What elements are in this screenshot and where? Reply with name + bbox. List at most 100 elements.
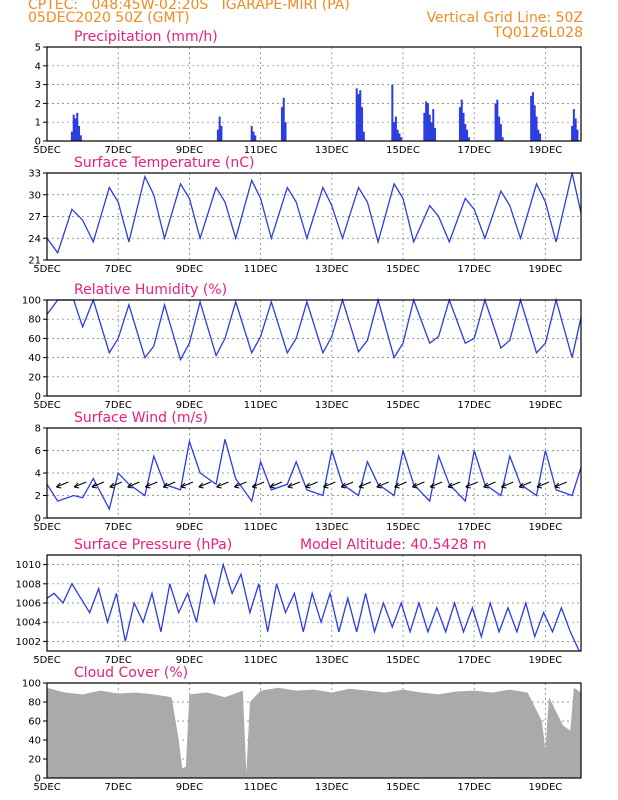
wind-arrow-head xyxy=(536,482,543,489)
y-tick-label: 3 xyxy=(35,80,41,91)
wind-arrow xyxy=(56,481,69,488)
y-tick-label: 60 xyxy=(28,334,41,345)
x-tick-label: 13DEC xyxy=(315,145,349,156)
x-tick-label: 9DEC xyxy=(176,264,203,275)
wind-arrow xyxy=(465,481,478,488)
x-tick-label: 7DEC xyxy=(105,400,132,411)
x-tick-label: 19DEC xyxy=(529,400,563,411)
precip-bar xyxy=(462,112,465,141)
precip-bar xyxy=(393,122,396,141)
wind-arrow xyxy=(162,481,176,488)
wind-arrow-head xyxy=(358,482,365,489)
wind-arrow-head xyxy=(145,482,151,489)
wind-arrow xyxy=(216,481,229,488)
precip-bar xyxy=(501,137,504,141)
wind-arrow xyxy=(554,481,567,488)
wind-arrow-head xyxy=(394,482,400,489)
precip-bar xyxy=(362,131,365,141)
precip-bar xyxy=(432,109,435,141)
precip-bar xyxy=(282,97,285,141)
y-tick-label: 27 xyxy=(28,212,41,223)
precip-bar xyxy=(499,124,502,141)
temperature-panel: 5DEC 7DEC 9DEC 11DEC 13DEC 15DEC 17DEC 19DEC 21 2… xyxy=(28,155,582,275)
wind-arrow-head xyxy=(323,482,329,489)
wind-arrow-head xyxy=(287,482,293,489)
wind-arrow xyxy=(394,481,407,488)
precip-bar xyxy=(466,129,469,141)
y-tick-label: 21 xyxy=(28,256,41,267)
header-grid-line: Vertical Grid Line: 50Z xyxy=(426,10,583,26)
precip-bar xyxy=(357,94,360,141)
x-tick-label: 13DEC xyxy=(315,782,349,793)
x-tick-label: 9DEC xyxy=(176,145,203,156)
x-tick-label: 11DEC xyxy=(244,145,278,156)
x-tick-label: 19DEC xyxy=(529,782,563,793)
x-tick-label: 15DEC xyxy=(386,655,420,666)
y-tick-label: 1004 xyxy=(16,618,41,629)
pressure-panel: 5DEC 7DEC 9DEC 11DEC 13DEC 15DEC 17DEC 19DEC 100… xyxy=(16,537,582,666)
x-tick-label: 17DEC xyxy=(457,782,491,793)
y-tick-label: 33 xyxy=(28,169,41,180)
header-location: CPTEC: 048:45W-02:20S IGARAPE-MIRI (PA) xyxy=(28,0,350,13)
x-tick-label: 5DEC xyxy=(33,400,60,411)
precip-bar xyxy=(539,133,542,141)
precip-bar xyxy=(216,129,219,141)
precip-bar xyxy=(494,103,497,141)
x-tick-label: 19DEC xyxy=(529,655,563,666)
wind-arrow-head xyxy=(162,482,169,489)
temperature-title: Surface Temperature (nC) xyxy=(74,155,255,171)
wind-arrow-head xyxy=(518,482,525,489)
precip-bar xyxy=(571,125,574,141)
precip-bar xyxy=(535,116,538,141)
precip-bar xyxy=(79,135,82,141)
precip-bar xyxy=(72,114,75,141)
wind-arrow xyxy=(234,481,247,488)
wind-arrow-head xyxy=(412,482,418,489)
x-tick-label: 15DEC xyxy=(386,145,420,156)
wind-arrow-head xyxy=(269,482,276,489)
precip-bar xyxy=(423,112,426,141)
wind-arrow-head xyxy=(73,482,80,489)
precip-bar xyxy=(359,90,362,141)
x-tick-label: 13DEC xyxy=(315,264,349,275)
precip-bar xyxy=(284,122,287,141)
y-tick-label: 0 xyxy=(35,514,41,525)
wind-arrow-head xyxy=(501,482,507,489)
precip-bar xyxy=(574,118,577,141)
x-tick-label: 13DEC xyxy=(315,522,349,533)
precip-bar xyxy=(533,105,536,141)
precip-bar xyxy=(572,109,575,141)
y-tick-label: 30 xyxy=(28,190,41,201)
header-model-code: TQ0126L028 xyxy=(493,25,583,41)
wind-arrow-head xyxy=(429,482,436,489)
precip-bar xyxy=(220,125,223,141)
wind-arrow xyxy=(145,481,158,488)
wind-arrow xyxy=(447,481,461,488)
humidity-panel: 5DEC 7DEC 9DEC 11DEC 13DEC 15DEC 17DEC 19DEC 0 20… xyxy=(22,282,582,411)
wind-arrow xyxy=(412,481,425,488)
precip-bar xyxy=(355,88,358,141)
wind-arrow xyxy=(376,481,389,488)
precip-bar xyxy=(537,129,540,141)
x-tick-label: 17DEC xyxy=(457,522,491,533)
wind-arrow-head xyxy=(56,482,62,489)
precipitation-panel: 5DEC 7DEC 9DEC 11DEC 13DEC 15DEC 17DEC 19DEC 0 1 2… xyxy=(33,29,582,156)
y-tick-label: 1 xyxy=(35,118,41,129)
wind-arrow xyxy=(269,481,283,488)
precip-bar xyxy=(458,107,461,141)
y-tick-label: 40 xyxy=(28,353,41,364)
wind-title: Surface Wind (m/s) xyxy=(74,410,208,426)
x-tick-label: 9DEC xyxy=(176,655,203,666)
precip-bar xyxy=(576,129,579,141)
wind-arrow xyxy=(287,481,300,488)
x-tick-label: 7DEC xyxy=(105,145,132,156)
precip-bar xyxy=(70,131,73,141)
y-tick-label: 80 xyxy=(28,698,41,709)
x-tick-label: 11DEC xyxy=(244,522,278,533)
x-tick-label: 15DEC xyxy=(386,400,420,411)
y-tick-label: 4 xyxy=(35,469,41,480)
precip-bar xyxy=(460,99,463,141)
x-tick-label: 17DEC xyxy=(457,264,491,275)
x-tick-label: 9DEC xyxy=(176,400,203,411)
